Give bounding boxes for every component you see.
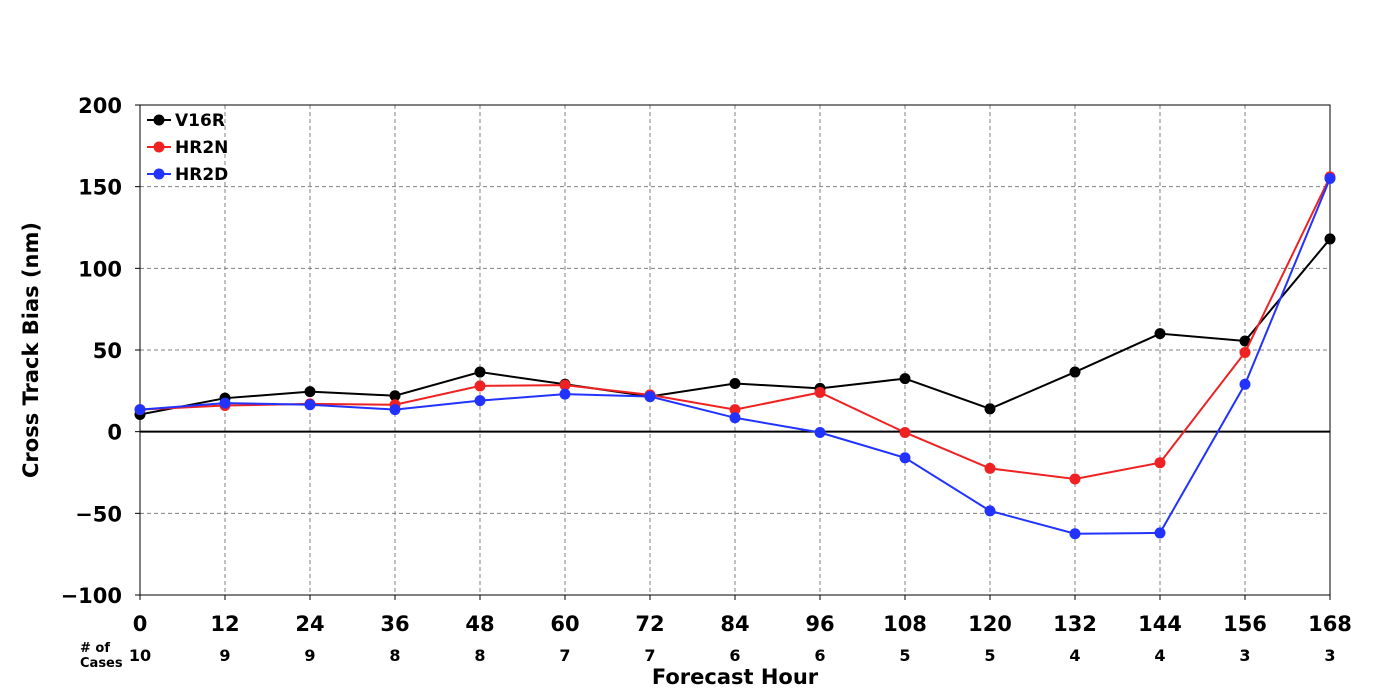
x-tick-label: 60 [550, 612, 579, 636]
x-tick-label: 120 [968, 612, 1012, 636]
y-axis-ticks: −100 −50 0 50 100 150 200 [61, 94, 140, 608]
data-point-hr2n [559, 379, 571, 391]
series-layer [134, 171, 1336, 540]
case-count: 6 [729, 646, 740, 665]
series-line-hr2n [139, 176, 1331, 481]
legend-label-hr2n: HR2N [175, 138, 228, 158]
data-point-v16r [984, 403, 996, 415]
data-point-v16r [899, 373, 911, 385]
data-point-hr2d [559, 388, 571, 400]
data-point-hr2d [304, 399, 316, 411]
case-count: 3 [1239, 646, 1250, 665]
cases-label: # of Cases [80, 641, 123, 671]
x-tick-label: 144 [1138, 612, 1182, 636]
data-point-hr2d [984, 505, 996, 517]
data-point-hr2d [474, 395, 486, 407]
data-point-hr2n [984, 462, 996, 474]
y-tick-label: 150 [78, 176, 122, 200]
legend-marker-v16r [153, 114, 165, 126]
y-axis-label: Cross Track Bias (nm) [19, 222, 43, 478]
y-tick-label: −50 [75, 502, 122, 526]
data-point-hr2n [1154, 457, 1166, 469]
data-point-v16r [1069, 366, 1081, 378]
x-tick-label: 48 [465, 612, 494, 636]
legend-item-hr2d: HR2D [147, 165, 228, 185]
case-count: 6 [814, 646, 825, 665]
data-point-v16r [1324, 233, 1336, 245]
x-tick-label: 108 [883, 612, 927, 636]
data-point-hr2n [814, 386, 826, 398]
data-point-v16r [1239, 335, 1251, 347]
legend-marker-hr2d [153, 168, 165, 180]
y-tick-label: 50 [93, 339, 122, 363]
legend-marker-hr2n [153, 141, 165, 153]
x-tick-label: 132 [1053, 612, 1097, 636]
x-tick-label: 96 [805, 612, 834, 636]
legend-label-hr2d: HR2D [175, 165, 228, 185]
data-point-v16r [389, 390, 401, 402]
data-point-hr2d [1239, 378, 1251, 390]
data-point-hr2n [1069, 473, 1081, 485]
data-point-hr2d [389, 404, 401, 416]
data-point-hr2n [1239, 346, 1251, 358]
x-tick-label: 0 [133, 612, 148, 636]
case-count: 8 [389, 646, 400, 665]
data-point-hr2d [644, 391, 656, 403]
y-tick-label: −100 [61, 584, 122, 608]
x-tick-label: 168 [1308, 612, 1352, 636]
x-axis-label: Forecast Hour [652, 665, 819, 689]
data-point-hr2d [134, 404, 146, 416]
data-point-hr2d [1154, 527, 1166, 539]
x-tick-label: 24 [295, 612, 324, 636]
legend: V16R HR2N HR2D [147, 111, 228, 185]
case-count: 3 [1324, 646, 1335, 665]
y-tick-label: 0 [107, 421, 122, 445]
data-point-hr2n [899, 426, 911, 438]
series-hr2d [134, 173, 1336, 540]
data-point-hr2d [814, 426, 826, 438]
case-count: 10 [129, 646, 151, 665]
data-point-v16r [474, 366, 486, 378]
case-count: 9 [304, 646, 315, 665]
x-tick-label: 36 [380, 612, 409, 636]
case-count: 7 [644, 646, 655, 665]
y-tick-label: 100 [78, 257, 122, 281]
legend-item-hr2n: HR2N [147, 138, 228, 158]
grid [140, 105, 1330, 595]
data-point-hr2n [474, 380, 486, 392]
x-tick-label: 156 [1223, 612, 1267, 636]
legend-item-v16r: V16R [147, 111, 225, 131]
x-axis-ticks: 0 12 24 36 48 60 72 84 96 108 120 132 144 156 168 [133, 595, 1352, 636]
case-count: 4 [1069, 646, 1080, 665]
data-point-hr2n [729, 404, 741, 416]
x-tick-label: 72 [635, 612, 664, 636]
case-count: 8 [474, 646, 485, 665]
data-point-hr2d [1069, 528, 1081, 540]
data-point-hr2d [899, 452, 911, 464]
case-count: 7 [559, 646, 570, 665]
x-tick-label: 84 [720, 612, 749, 636]
data-point-hr2d [729, 412, 741, 424]
data-point-v16r [304, 386, 316, 398]
data-point-hr2d [219, 397, 231, 409]
x-tick-label: 12 [210, 612, 239, 636]
y-tick-label: 200 [78, 94, 122, 118]
legend-label-v16r: V16R [175, 111, 225, 131]
case-count: 4 [1154, 646, 1165, 665]
data-point-v16r [1154, 328, 1166, 340]
case-count: 9 [219, 646, 230, 665]
case-count: 5 [899, 646, 910, 665]
data-point-v16r [729, 377, 741, 389]
case-count: 5 [984, 646, 995, 665]
cases-row: # of Cases 10 9 9 8 8 7 7 6 6 5 5 4 4 3 3 [80, 641, 1336, 671]
data-point-hr2d [1324, 173, 1336, 184]
